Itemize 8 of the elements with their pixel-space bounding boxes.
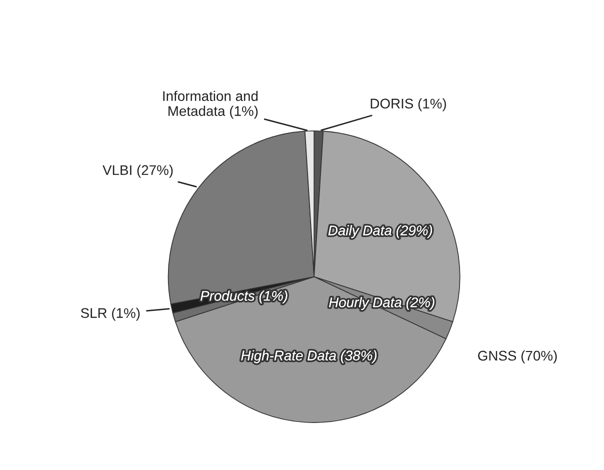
slice-label: Information and Metadata (1%) xyxy=(163,90,258,119)
slice-label: SLR (1%) xyxy=(80,308,140,321)
slice-label: Products (1%) xyxy=(200,290,288,304)
slice-label: Daily Data (29%) xyxy=(328,225,432,238)
text: GNSS (70%) xyxy=(478,350,557,364)
slice-label: High-Rate Data (38%) xyxy=(241,350,377,364)
slice-label: DORIS (1%) xyxy=(370,98,446,112)
slice-label: VLBI (27%) xyxy=(102,164,173,178)
